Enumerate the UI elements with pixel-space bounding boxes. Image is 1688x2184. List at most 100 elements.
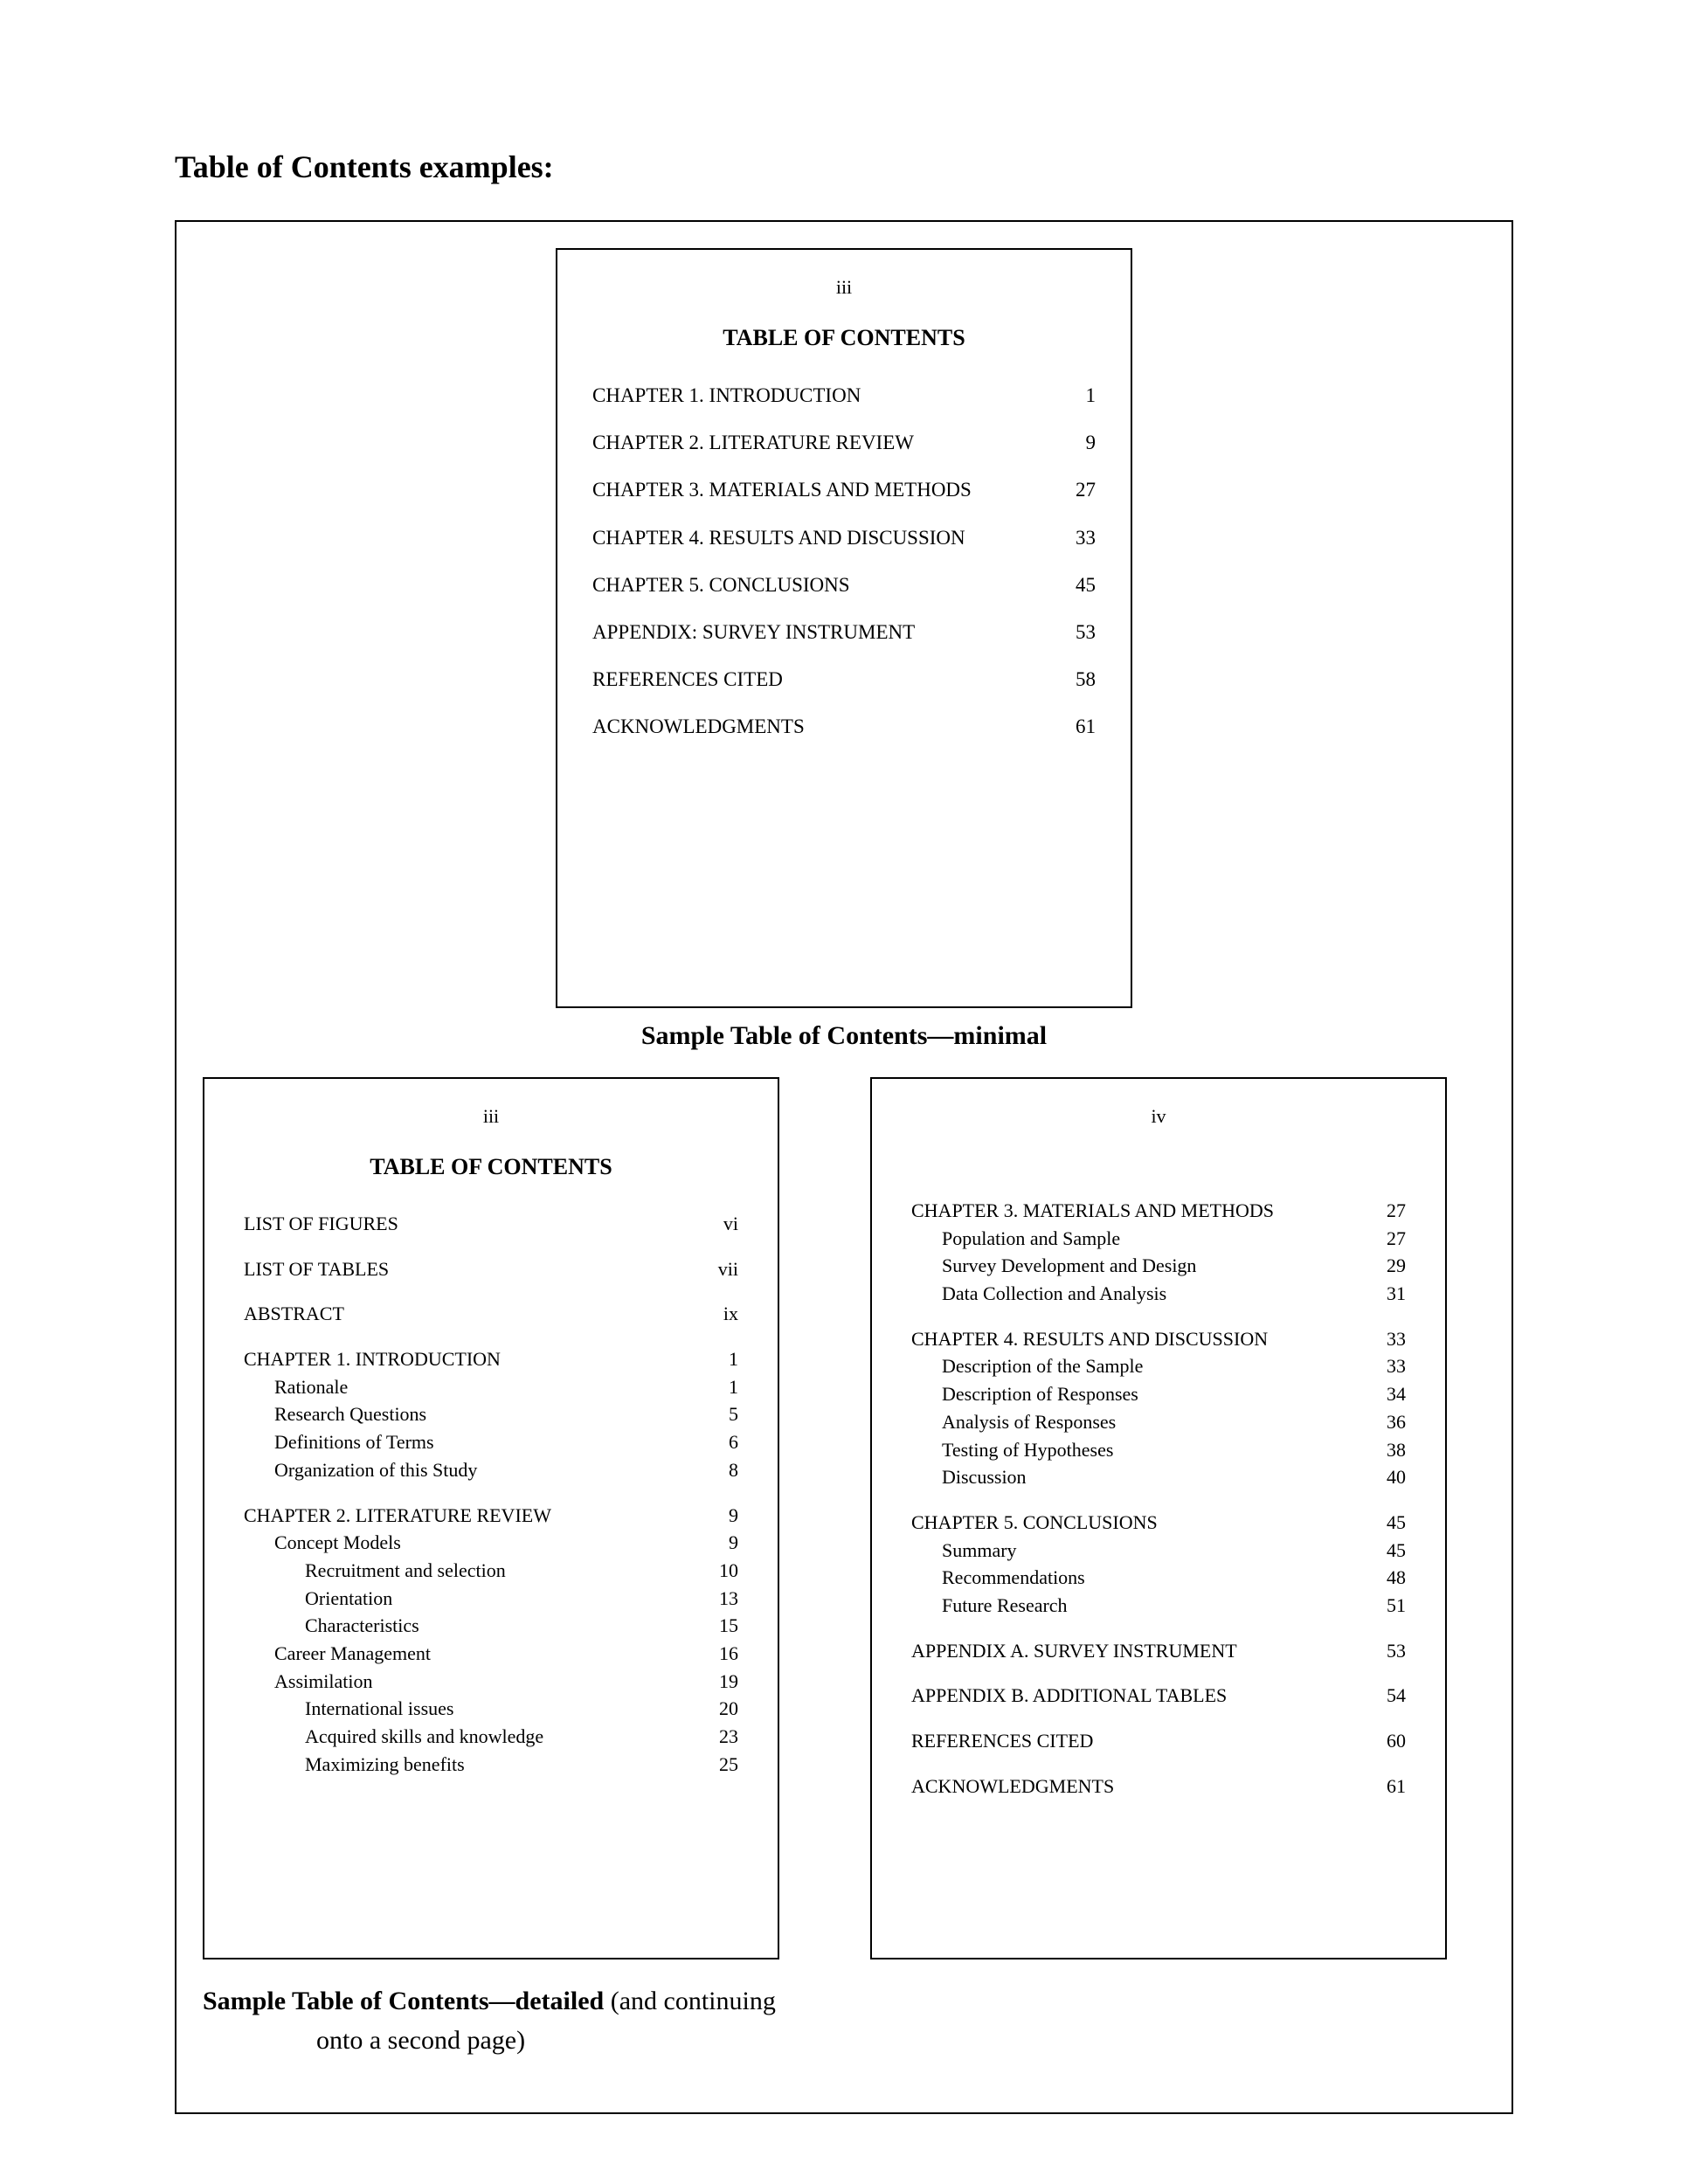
- caption-detailed-line2: onto a second page): [203, 2021, 818, 2060]
- toc-entry: CHAPTER 5. CONCLUSIONS45: [911, 1510, 1406, 1536]
- toc-entry-label: ACKNOWLEDGMENTS: [911, 1773, 1362, 1800]
- toc-entry: Characteristics15: [244, 1613, 738, 1639]
- toc-entry-label: Description of the Sample: [911, 1353, 1362, 1379]
- toc-entry: CHAPTER 3. MATERIALS AND METHODS27: [911, 1198, 1406, 1224]
- toc-entries-minimal: CHAPTER 1. INTRODUCTION1CHAPTER 2. LITER…: [592, 382, 1096, 742]
- toc-entries-detailed-left: LIST OF FIGURESvi LIST OF TABLESvii ABSTRA…: [244, 1211, 738, 1777]
- toc-entry-label: CHAPTER 1. INTRODUCTION: [244, 1346, 695, 1372]
- toc-entry-label: Recommendations: [911, 1565, 1362, 1591]
- toc-entry-page: 27: [1052, 476, 1096, 504]
- toc-entry: Recommendations48: [911, 1565, 1406, 1591]
- toc-entry-label: LIST OF TABLES: [244, 1256, 695, 1282]
- toc-entry-label: Analysis of Responses: [911, 1409, 1362, 1435]
- toc-entry-page: ix: [695, 1301, 738, 1327]
- toc-entry-page: 61: [1052, 713, 1096, 741]
- toc-entry: APPENDIX A. SURVEY INSTRUMENT53: [911, 1638, 1406, 1664]
- toc-entry: Recruitment and selection10: [244, 1558, 738, 1584]
- toc-entry: Orientation13: [244, 1586, 738, 1612]
- caption-minimal-text: Sample Table of Contents—minimal: [641, 1021, 1047, 1050]
- toc-entry: REFERENCES CITED58: [592, 666, 1096, 694]
- toc-entry-label: REFERENCES CITED: [592, 666, 1052, 694]
- toc-title: TABLE OF CONTENTS: [244, 1154, 738, 1180]
- toc-entry-label: Career Management: [244, 1641, 695, 1667]
- toc-entry: Data Collection and Analysis31: [911, 1281, 1406, 1307]
- toc-entry-label: CHAPTER 3. MATERIALS AND METHODS: [592, 476, 1052, 504]
- toc-entry-label: Definitions of Terms: [244, 1429, 695, 1455]
- minimal-example: iii TABLE OF CONTENTS CHAPTER 1. INTRODU…: [203, 248, 1485, 1051]
- detailed-right-column: iv CHAPTER 3. MATERIALS AND METHODS27Pop…: [870, 1077, 1485, 1959]
- toc-entry-label: CHAPTER 4. RESULTS AND DISCUSSION: [911, 1326, 1362, 1352]
- toc-entry-page: 1: [695, 1374, 738, 1400]
- toc-entry: APPENDIX: SURVEY INSTRUMENT53: [592, 619, 1096, 646]
- toc-entry: CHAPTER 1. INTRODUCTION1: [244, 1346, 738, 1372]
- toc-entry-label: Research Questions: [244, 1401, 695, 1427]
- toc-entry: Summary45: [911, 1538, 1406, 1564]
- toc-entry: Testing of Hypotheses38: [911, 1437, 1406, 1463]
- toc-entry: CHAPTER 2. LITERATURE REVIEW9: [592, 429, 1096, 457]
- toc-entry-label: CHAPTER 5. CONCLUSIONS: [592, 571, 1052, 599]
- toc-entry-page: 25: [695, 1752, 738, 1778]
- page-number-roman: iii: [592, 276, 1096, 299]
- toc-entry-page: 33: [1362, 1353, 1406, 1379]
- toc-entry: Analysis of Responses36: [911, 1409, 1406, 1435]
- toc-entry-page: 8: [695, 1457, 738, 1483]
- page-number-roman: iii: [244, 1105, 738, 1128]
- toc-entry: CHAPTER 4. RESULTS AND DISCUSSION33: [592, 524, 1096, 552]
- toc-entry-label: APPENDIX B. ADDITIONAL TABLES: [911, 1683, 1362, 1709]
- toc-entry-label: CHAPTER 1. INTRODUCTION: [592, 382, 1052, 410]
- detailed-left-column: iii TABLE OF CONTENTS LIST OF FIGURESviL…: [203, 1077, 818, 2060]
- toc-entry: REFERENCES CITED60: [911, 1728, 1406, 1754]
- toc-entry-page: 15: [695, 1613, 738, 1639]
- toc-entry: LIST OF TABLESvii: [244, 1256, 738, 1282]
- detailed-example: iii TABLE OF CONTENTS LIST OF FIGURESviL…: [203, 1077, 1485, 2060]
- toc-entry: CHAPTER 5. CONCLUSIONS45: [592, 571, 1096, 599]
- toc-entry: LIST OF FIGURESvi: [244, 1211, 738, 1237]
- toc-entry: Maximizing benefits25: [244, 1752, 738, 1778]
- toc-entry-label: Testing of Hypotheses: [911, 1437, 1362, 1463]
- toc-entry-page: 6: [695, 1429, 738, 1455]
- toc-entry-page: 60: [1362, 1728, 1406, 1754]
- toc-entry: ABSTRACTix: [244, 1301, 738, 1327]
- toc-entry-page: 29: [1362, 1253, 1406, 1279]
- caption-detailed-bold: Sample Table of Contents—detailed: [203, 1987, 604, 2015]
- block-spacer: [911, 1492, 1406, 1510]
- toc-entry-label: ABSTRACT: [244, 1301, 695, 1327]
- toc-entry-label: APPENDIX: SURVEY INSTRUMENT: [592, 619, 1052, 646]
- toc-entry-label: LIST OF FIGURES: [244, 1211, 695, 1237]
- toc-entry-label: International issues: [244, 1696, 695, 1722]
- toc-entry-label: Future Research: [911, 1593, 1362, 1619]
- block-spacer: [911, 1665, 1406, 1683]
- toc-entry: CHAPTER 2. LITERATURE REVIEW9: [244, 1503, 738, 1529]
- toc-entry-page: 58: [1052, 666, 1096, 694]
- toc-entry-label: Recruitment and selection: [244, 1558, 695, 1584]
- page-number-roman: iv: [911, 1105, 1406, 1128]
- toc-page-detailed-right: iv CHAPTER 3. MATERIALS AND METHODS27Pop…: [870, 1077, 1447, 1959]
- toc-entry-page: 34: [1362, 1381, 1406, 1407]
- toc-entry: CHAPTER 4. RESULTS AND DISCUSSION33: [911, 1326, 1406, 1352]
- toc-entry-label: ACKNOWLEDGMENTS: [592, 713, 1052, 741]
- toc-entry-label: CHAPTER 4. RESULTS AND DISCUSSION: [592, 524, 1052, 552]
- toc-entry-page: 9: [1052, 429, 1096, 457]
- toc-entry-page: 19: [695, 1669, 738, 1695]
- toc-entries-detailed-right: CHAPTER 3. MATERIALS AND METHODS27Popula…: [911, 1198, 1406, 1799]
- toc-entry-page: 10: [695, 1558, 738, 1584]
- toc-entry-page: 33: [1362, 1326, 1406, 1352]
- toc-entry-page: 45: [1362, 1538, 1406, 1564]
- block-spacer: [244, 1239, 738, 1256]
- block-spacer: [244, 1283, 738, 1301]
- toc-entry-label: CHAPTER 2. LITERATURE REVIEW: [244, 1503, 695, 1529]
- toc-entry: ACKNOWLEDGMENTS61: [592, 713, 1096, 741]
- examples-container: iii TABLE OF CONTENTS CHAPTER 1. INTRODU…: [175, 220, 1513, 2114]
- toc-title: TABLE OF CONTENTS: [592, 325, 1096, 351]
- toc-entry-page: 27: [1362, 1198, 1406, 1224]
- block-spacer: [911, 1309, 1406, 1326]
- toc-page-minimal: iii TABLE OF CONTENTS CHAPTER 1. INTRODU…: [556, 248, 1132, 1008]
- toc-entry-label: CHAPTER 5. CONCLUSIONS: [911, 1510, 1362, 1536]
- toc-entry: Population and Sample27: [911, 1226, 1406, 1252]
- toc-entry-label: Discussion: [911, 1464, 1362, 1490]
- block-spacer: [911, 1621, 1406, 1638]
- toc-entry-page: 31: [1362, 1281, 1406, 1307]
- block-spacer: [911, 1756, 1406, 1773]
- toc-entry-label: Acquired skills and knowledge: [244, 1724, 695, 1750]
- block-spacer: [244, 1329, 738, 1346]
